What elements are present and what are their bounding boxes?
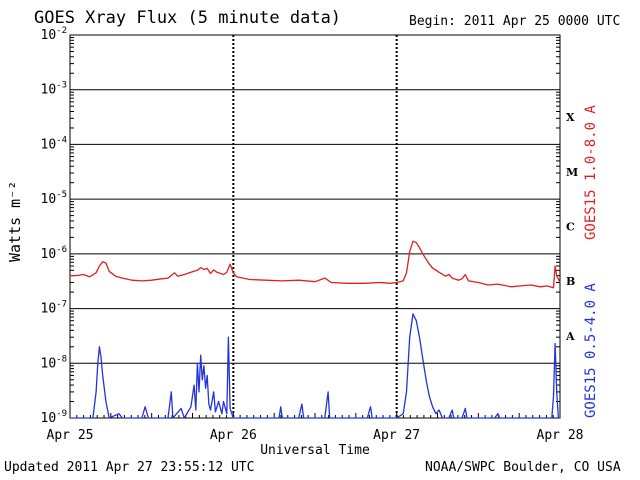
flare-class-label: C [566,221,575,234]
x-tick-label: Apr 25 [47,428,94,443]
chart-title: GOES Xray Flux (5 minute data) [34,8,342,28]
x-tick-label: Apr 27 [373,428,420,443]
y-tick-label: 10-5 [41,190,68,207]
y-tick-label: 10-4 [41,135,68,152]
y-tick-label: 10-6 [41,245,68,262]
flare-class-label: A [565,330,575,343]
y-tick-label: 10-7 [41,300,68,317]
begin-time-label: Begin: 2011 Apr 25 0000 UTC [409,14,621,29]
source-credit: NOAA/SWPC Boulder, CO USA [425,460,621,475]
flare-class-label: M [566,166,578,179]
flare-class-label: X [566,111,575,124]
x-tick-label: Apr 26 [210,428,257,443]
series-line-short [70,313,560,419]
plot-frame [69,34,561,419]
y-tick-label: 10-3 [41,81,68,98]
series-line-long [70,240,561,289]
flare-class-label: B [566,275,575,288]
x-axis-label: Universal Time [260,443,370,458]
y-tick-label: 10-9 [41,409,68,426]
x-tick-label: Apr 28 [537,428,584,443]
updated-timestamp: Updated 2011 Apr 27 23:55:12 UTC [4,460,255,475]
y-tick-label: 10-8 [41,354,68,371]
y-tick-label: 10-2 [41,26,68,43]
